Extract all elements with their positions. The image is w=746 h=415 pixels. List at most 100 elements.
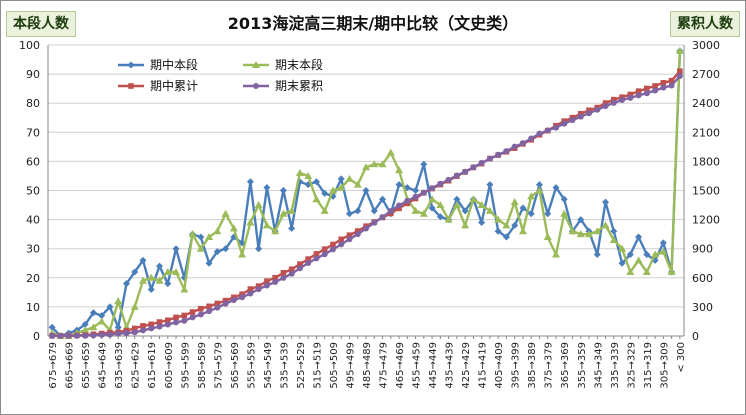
- data-point: [254, 201, 263, 209]
- data-point: [568, 227, 577, 235]
- data-point: [535, 186, 544, 194]
- data-point: [634, 256, 643, 264]
- data-point: [411, 206, 420, 214]
- data-point: [206, 303, 212, 310]
- data-point: [214, 300, 221, 307]
- data-point: [239, 294, 246, 301]
- data-point: [81, 326, 90, 334]
- data-point: [618, 259, 626, 267]
- y-tick-label-right: 1500: [692, 185, 720, 198]
- x-tick-label: 435→439: [445, 342, 456, 389]
- data-point: [287, 206, 296, 214]
- data-point: [577, 113, 584, 120]
- data-point: [156, 323, 163, 330]
- y-tick-label-right: 0: [692, 330, 699, 343]
- data-point: [272, 274, 278, 281]
- data-point: [197, 311, 204, 318]
- data-point: [247, 286, 254, 292]
- data-point: [478, 159, 485, 166]
- data-point: [635, 233, 643, 241]
- y-tick-label-left: 40: [26, 214, 40, 227]
- data-point: [396, 202, 403, 209]
- data-point: [147, 285, 155, 293]
- data-point: [221, 209, 230, 217]
- series-line: [52, 75, 681, 338]
- data-point: [519, 140, 526, 147]
- data-point: [196, 244, 205, 252]
- data-point: [81, 320, 89, 328]
- data-point: [148, 321, 155, 328]
- data-point: [668, 77, 675, 84]
- x-tick-label: 305→309: [659, 342, 670, 389]
- data-point: [246, 218, 255, 226]
- data-point: [98, 331, 105, 338]
- data-point: [338, 241, 345, 248]
- data-point: [330, 241, 336, 248]
- data-point: [544, 210, 552, 218]
- y-tick-label-right: 2100: [692, 126, 720, 139]
- data-point: [469, 195, 478, 203]
- data-point: [130, 302, 139, 310]
- data-point: [643, 251, 651, 259]
- data-point: [412, 193, 419, 200]
- y-tick-label-left: 10: [26, 301, 40, 314]
- x-tick-label: 545→549: [263, 342, 274, 389]
- data-point: [485, 206, 494, 214]
- data-point: [346, 236, 353, 243]
- x-tick-label: 425→429: [461, 342, 472, 389]
- data-point: [239, 291, 245, 297]
- data-point: [198, 305, 204, 312]
- data-point: [594, 106, 601, 113]
- data-point: [279, 209, 288, 217]
- data-point: [181, 312, 188, 319]
- data-point: [106, 303, 114, 311]
- series-line: [52, 70, 681, 337]
- data-point: [535, 181, 543, 189]
- legend-label: 期中本段: [150, 57, 198, 72]
- data-point: [90, 332, 97, 339]
- data-point: [320, 206, 329, 214]
- data-point: [296, 265, 303, 272]
- data-point: [148, 325, 155, 332]
- data-point: [586, 110, 593, 117]
- data-point: [453, 172, 460, 179]
- x-tick-label: < 300: [676, 342, 687, 373]
- data-point: [486, 155, 493, 162]
- left-axis-label: 本段人数: [6, 11, 76, 37]
- data-point: [205, 259, 213, 267]
- data-point: [164, 280, 172, 288]
- data-point: [659, 247, 668, 255]
- data-point: [214, 304, 221, 311]
- data-point: [453, 195, 461, 203]
- y-tick-label-right: 2400: [692, 97, 720, 110]
- data-point: [668, 82, 675, 89]
- data-point: [337, 183, 346, 191]
- x-tick-label: 615→619: [147, 342, 158, 389]
- data-point: [602, 100, 609, 106]
- data-point: [188, 230, 197, 238]
- data-point: [123, 330, 130, 337]
- x-tick-label: 665→669: [65, 342, 76, 389]
- x-tick-label: 565→569: [230, 342, 241, 389]
- legend-label: 期中累计: [150, 78, 198, 93]
- data-point: [536, 130, 543, 137]
- data-point: [321, 251, 328, 258]
- legend-label: 期末累积: [275, 79, 323, 93]
- data-point: [313, 255, 320, 262]
- data-point: [312, 178, 320, 186]
- y-tick-label-right: 1200: [692, 214, 720, 227]
- data-point: [139, 256, 147, 264]
- data-point: [461, 221, 470, 229]
- data-point: [412, 187, 420, 194]
- data-point: [642, 267, 651, 275]
- data-point: [436, 201, 445, 209]
- data-point: [82, 332, 89, 339]
- y-tick-label-right: 900: [692, 243, 713, 256]
- data-point: [222, 300, 229, 307]
- data-point: [297, 261, 303, 267]
- data-point: [626, 267, 635, 275]
- x-tick-label: 585→589: [197, 342, 208, 389]
- data-point: [544, 127, 551, 134]
- data-point: [609, 235, 618, 243]
- y-tick-label-right: 2700: [692, 68, 720, 81]
